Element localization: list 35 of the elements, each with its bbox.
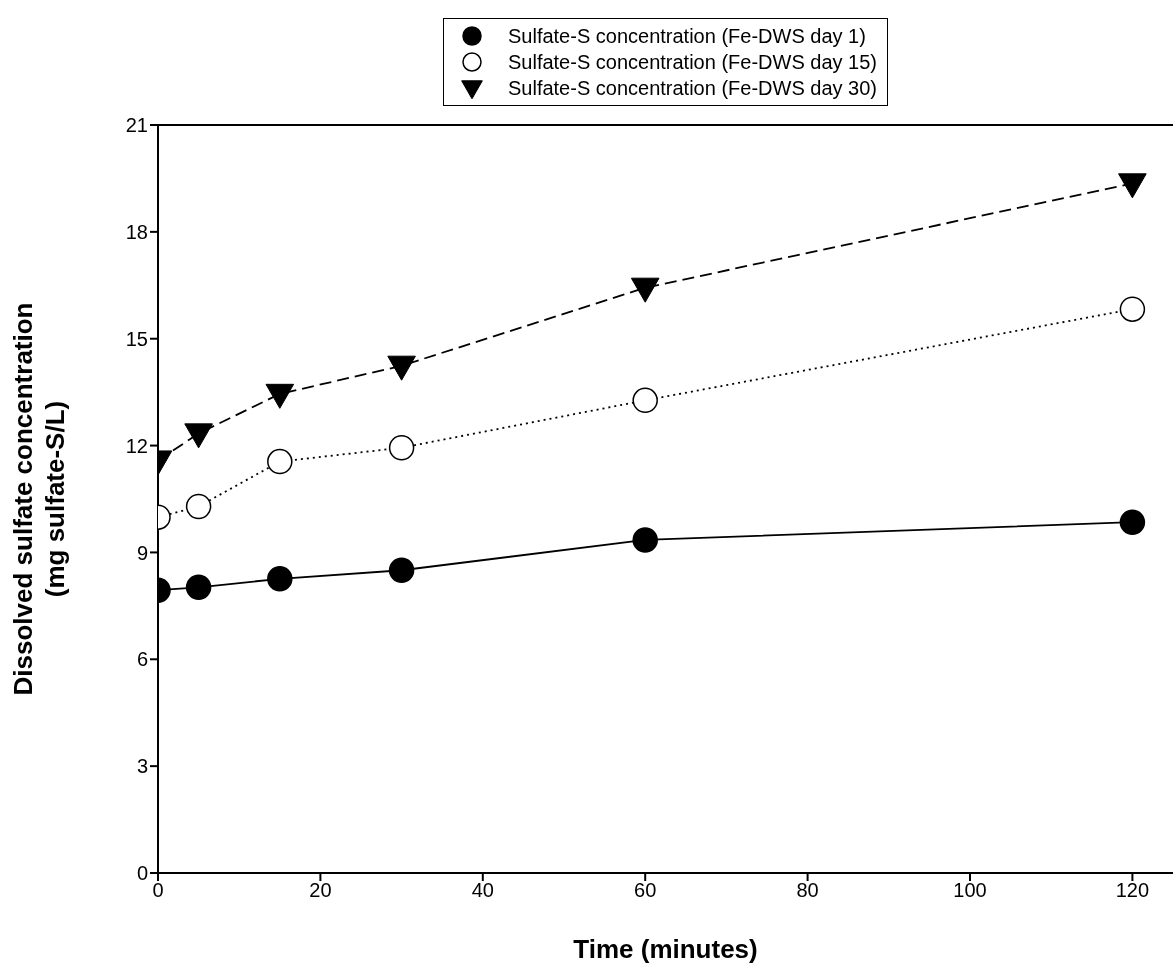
x-tick-label: 100 (953, 879, 987, 902)
y-tick-label: 18 (125, 220, 148, 243)
x-tick-label: 40 (471, 879, 494, 902)
y-tick-label: 6 (136, 648, 148, 671)
point (265, 383, 295, 409)
x-tick-label: 0 (152, 879, 164, 902)
point (630, 277, 660, 303)
point (185, 574, 212, 601)
legend-label: Sulfate-S concentration (Fe-DWS day 15) (507, 50, 878, 74)
y-tick-label: 9 (136, 541, 148, 564)
x-tick-label: 20 (309, 879, 332, 902)
point (185, 493, 212, 520)
x-axis-title: Time (minutes) (573, 934, 758, 964)
point (387, 355, 416, 381)
legend-label: Sulfate-S concentration (Fe-DWS day 30) (507, 76, 878, 100)
point (1119, 296, 1146, 322)
point (632, 527, 658, 553)
point (388, 557, 415, 583)
y-tick-label: 21 (125, 114, 148, 137)
x-tick-label: 60 (634, 879, 657, 902)
point (1118, 173, 1147, 199)
point (632, 387, 658, 414)
legend-label: Sulfate-S concentration (Fe-DWS day 1) (507, 24, 866, 48)
x-tick-label: 80 (796, 879, 819, 902)
y-tick-label: 0 (136, 862, 148, 885)
y-axis-title: Dissolved sulfate concentration (mg sulfate-S/L) (8, 302, 70, 696)
point (267, 566, 293, 592)
y-tick-label: 3 (136, 755, 148, 778)
point (267, 448, 293, 475)
point (1119, 509, 1146, 535)
y-tick-label: 12 (125, 434, 148, 457)
point (388, 434, 415, 461)
y-tick-label: 15 (125, 327, 148, 350)
point (184, 423, 213, 449)
x-tick-label: 120 (1115, 879, 1150, 902)
